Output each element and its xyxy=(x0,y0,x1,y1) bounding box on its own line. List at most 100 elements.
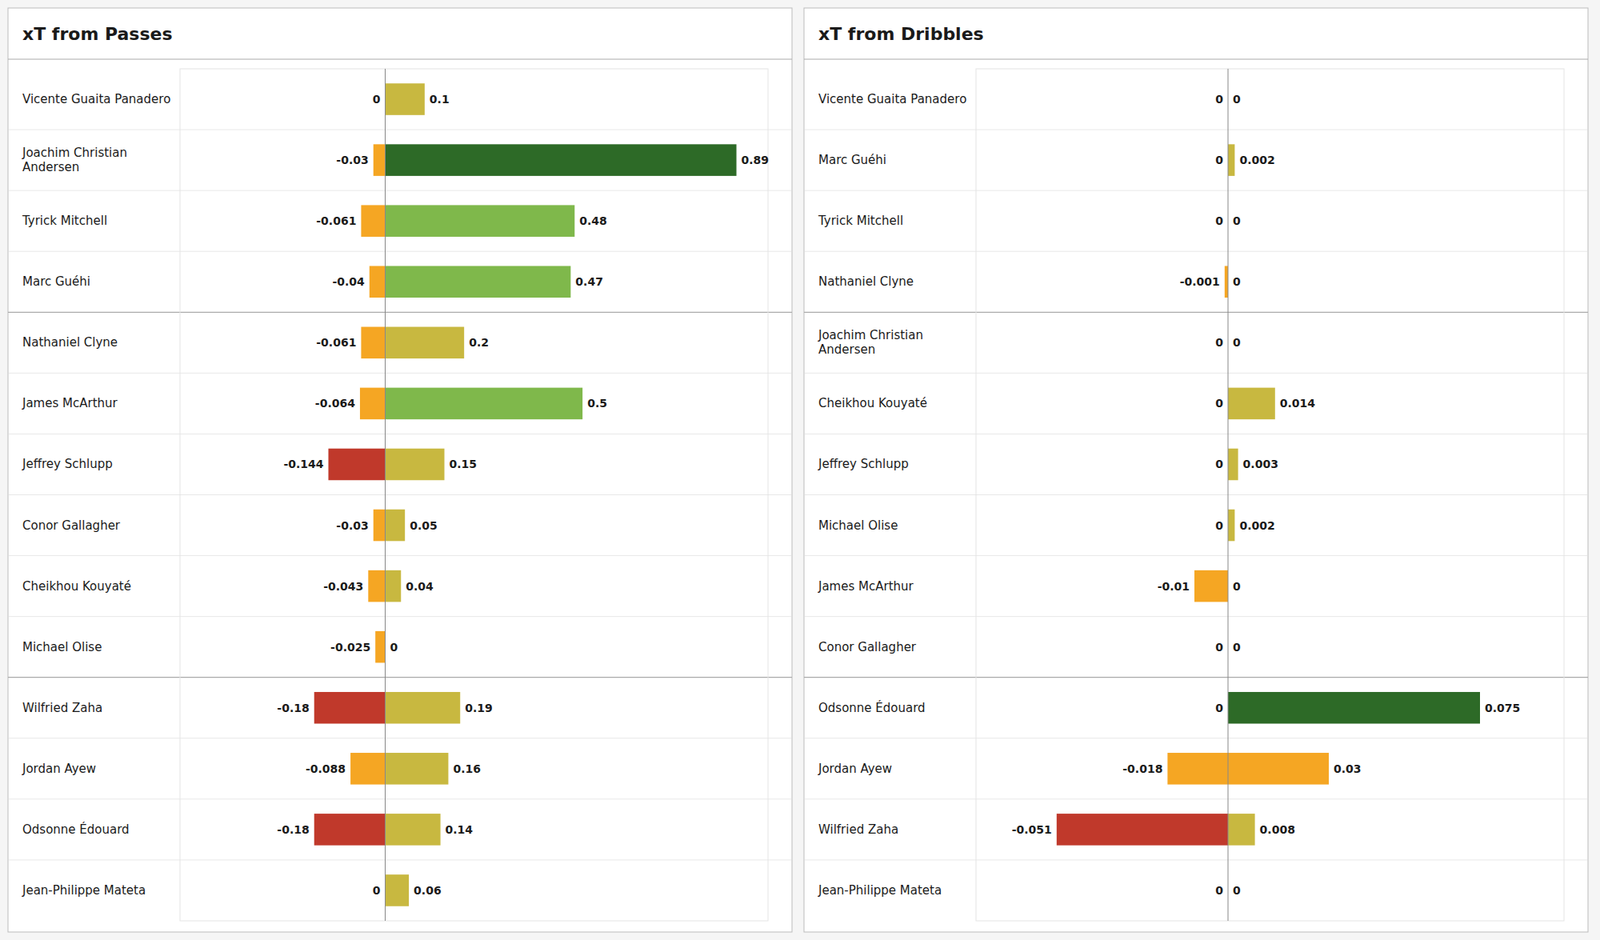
data-label: 0.14 xyxy=(445,823,474,836)
category-label: Michael Olise xyxy=(22,640,102,655)
data-label: -0.03 xyxy=(336,519,368,532)
category-label: James McArthur xyxy=(817,579,915,594)
data-label: 0 xyxy=(1215,519,1224,532)
bar xyxy=(1194,570,1228,603)
data-label: 0 xyxy=(1232,640,1241,654)
row-separator xyxy=(8,433,792,435)
category-label: Jordan Ayew xyxy=(817,761,892,776)
row-separator xyxy=(8,555,792,556)
row-separator xyxy=(8,737,792,739)
data-label: 0.075 xyxy=(1484,701,1520,715)
data-label: -0.03 xyxy=(336,153,368,167)
bar xyxy=(385,509,406,542)
bar xyxy=(360,327,385,360)
bars xyxy=(314,83,737,906)
data-label: -0.043 xyxy=(323,580,364,593)
bar xyxy=(385,570,402,603)
bar xyxy=(1228,752,1329,785)
data-label: -0.051 xyxy=(1012,823,1052,836)
row-separator xyxy=(804,433,1588,435)
bar xyxy=(385,265,572,298)
category-label: Nathaniel Clyne xyxy=(818,274,914,289)
group-separator xyxy=(8,312,792,313)
row-separator xyxy=(8,798,792,800)
row-separator xyxy=(804,129,1588,131)
bar xyxy=(1228,448,1239,481)
data-label: 0.1 xyxy=(429,92,450,106)
data-label: -0.04 xyxy=(332,275,365,288)
row-separator xyxy=(804,372,1588,374)
bar xyxy=(1228,813,1256,846)
bar xyxy=(1228,388,1276,420)
data-label: -0.18 xyxy=(276,823,309,836)
panel: xT from PassesVicente Guaita PanaderoJoa… xyxy=(8,8,792,932)
bar xyxy=(369,265,386,298)
data-label: 0 xyxy=(1215,457,1224,471)
data-label: 0.06 xyxy=(413,884,442,897)
data-label: 0.003 xyxy=(1243,457,1279,471)
data-label: 0.002 xyxy=(1239,153,1275,167)
data-label: 0.008 xyxy=(1260,823,1296,836)
data-label: 0.05 xyxy=(409,519,438,532)
row-separator xyxy=(8,251,792,252)
data-label: 0 xyxy=(1232,92,1241,106)
category-label: James McArthur xyxy=(21,396,119,411)
header-line xyxy=(8,59,792,60)
bar xyxy=(1228,692,1480,724)
panel: xT from Dribbles Vicente Guaita Panadero M… xyxy=(804,8,1588,932)
panel-background xyxy=(804,8,1588,932)
bar xyxy=(385,388,584,420)
data-label: -0.061 xyxy=(316,214,356,228)
bar xyxy=(1056,813,1228,846)
category-label: Marc Guéhi xyxy=(818,152,887,168)
chart-title: xT from Passes xyxy=(22,24,173,44)
category-label: Marc Guéhi xyxy=(22,274,91,289)
data-label: 0.16 xyxy=(452,762,481,776)
group-separator xyxy=(804,676,1588,678)
data-label: 0 xyxy=(1232,580,1241,593)
row-separator xyxy=(804,251,1588,252)
bar xyxy=(385,327,465,360)
chart-title: xT from Dribbles xyxy=(818,24,984,44)
data-label: 0 xyxy=(390,640,399,654)
category-label: Jordan Ayew xyxy=(21,761,96,776)
data-label: -0.025 xyxy=(330,640,371,654)
data-label: 0.19 xyxy=(464,701,493,715)
row-separator xyxy=(8,129,792,131)
data-label: 0.2 xyxy=(468,336,489,349)
data-label: 0 xyxy=(1215,640,1224,654)
data-label: 0 xyxy=(1215,336,1224,349)
data-label: 0.48 xyxy=(579,214,608,228)
data-label: 0 xyxy=(1232,336,1241,349)
category-label: Cheikhou Kouyaté xyxy=(22,579,132,594)
row-separator xyxy=(8,859,792,860)
data-label: 0 xyxy=(1232,275,1241,288)
bar xyxy=(350,752,385,785)
category-label: Jean-Philippe Mateta xyxy=(21,883,146,898)
row-separator xyxy=(8,616,792,617)
bar xyxy=(1167,752,1228,785)
row-separator xyxy=(804,190,1588,192)
data-label: -0.061 xyxy=(316,336,356,349)
row-separator xyxy=(804,737,1588,739)
bar xyxy=(385,448,445,481)
data-label: 0 xyxy=(1215,396,1224,410)
category-label: Tyrick Mitchell xyxy=(21,213,108,228)
bar xyxy=(385,752,449,785)
panel-background xyxy=(8,8,792,932)
bar xyxy=(385,813,441,846)
chart-canvas: xT from PassesVicente Guaita PanaderoJoa… xyxy=(0,0,1600,940)
category-label: Conor Gallagher xyxy=(22,518,121,533)
bar xyxy=(385,874,410,907)
bar xyxy=(314,692,386,724)
header-line xyxy=(804,59,1588,60)
row-separator xyxy=(804,616,1588,617)
bar xyxy=(328,448,385,481)
data-label: 0.002 xyxy=(1239,519,1275,532)
bar xyxy=(1224,265,1228,298)
row-separator xyxy=(804,859,1588,860)
category-label: Vicente Guaita Panadero xyxy=(818,92,967,107)
data-label: -0.144 xyxy=(283,457,324,471)
bar xyxy=(385,144,737,176)
row-separator xyxy=(804,798,1588,800)
